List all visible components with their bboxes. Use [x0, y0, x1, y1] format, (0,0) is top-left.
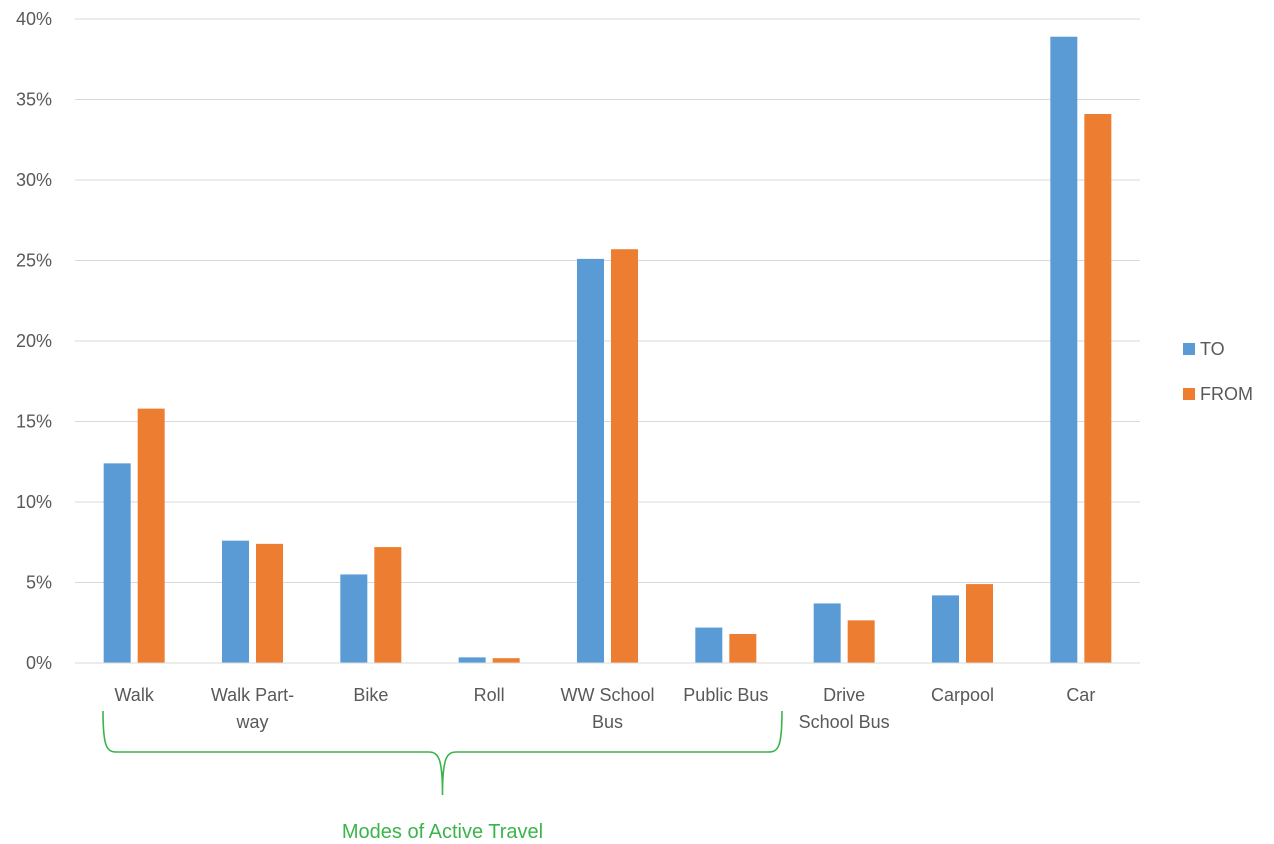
bar-from-4	[611, 249, 638, 664]
y-axis-ticks: 0% 5% 10% 15% 20% 25% 30% 35% 40%	[16, 9, 52, 673]
y-tick-label: 40%	[16, 9, 52, 29]
annotation-label: Modes of Active Travel	[342, 821, 543, 843]
bar-from-0	[137, 408, 165, 663]
legend-swatch-from	[1183, 388, 1195, 400]
x-category-label-line: Carpool	[931, 685, 994, 705]
bar-from-7	[966, 584, 993, 663]
y-tick-label: 5%	[26, 573, 52, 593]
y-tick-label: 25%	[16, 251, 52, 271]
bar-to-4	[577, 258, 604, 663]
bar-to-6	[813, 603, 841, 663]
x-category-label: WW School Bus	[560, 685, 654, 732]
x-category-label-line: Walk	[114, 685, 154, 705]
bar-to-2	[340, 574, 368, 663]
bar-from-6	[847, 620, 875, 663]
bar-from-1	[256, 543, 283, 663]
x-category-label-line: Walk Part-	[211, 685, 294, 705]
x-category-label-line: Car	[1066, 685, 1095, 705]
y-tick-label: 15%	[16, 412, 52, 432]
x-category-label-line: School Bus	[799, 712, 890, 732]
active-travel-annotation: Modes of Active Travel	[102, 710, 783, 843]
y-tick-label: 20%	[16, 331, 52, 351]
bar-from-3	[492, 658, 520, 663]
bars	[103, 36, 1112, 664]
bar-to-1	[222, 540, 249, 663]
bar-from-8	[1084, 113, 1112, 664]
bar-to-7	[932, 595, 959, 663]
x-category-label: Drive School Bus	[799, 685, 890, 732]
bar-from-5	[729, 634, 757, 663]
legend-label-to: TO	[1200, 339, 1225, 359]
bar-to-8	[1050, 36, 1078, 663]
x-category-label: Bike	[353, 685, 388, 705]
x-category-label-line: Public Bus	[683, 685, 768, 705]
legend: TO FROM	[1183, 339, 1253, 404]
x-category-label-line: Bike	[353, 685, 388, 705]
x-category-label-line: Bus	[592, 712, 623, 732]
bar-to-3	[458, 657, 486, 663]
bar-from-2	[374, 547, 402, 663]
y-tick-label: 10%	[16, 492, 52, 512]
legend-label-from: FROM	[1200, 384, 1253, 404]
x-category-label: Carpool	[931, 685, 994, 705]
x-category-label: Walk	[114, 685, 154, 705]
x-category-label-line: Roll	[474, 685, 505, 705]
curly-brace	[102, 710, 783, 796]
x-category-label: Walk Part-way	[211, 685, 294, 732]
y-tick-label: 0%	[26, 653, 52, 673]
x-category-label: Roll	[474, 685, 505, 705]
bar-to-5	[695, 627, 723, 663]
x-category-label: Public Bus	[683, 685, 768, 705]
x-category-label-line: WW School	[560, 685, 654, 705]
y-tick-label: 30%	[16, 170, 52, 190]
y-tick-label: 35%	[16, 90, 52, 110]
x-category-label: Car	[1066, 685, 1095, 705]
x-category-label-line: Drive	[823, 685, 865, 705]
legend-swatch-to	[1183, 343, 1195, 355]
gridlines	[75, 18, 1140, 583]
x-category-label-line: way	[235, 712, 268, 732]
bar-to-0	[103, 463, 131, 663]
x-axis-category-labels: Walk Walk Part-way Bike Roll WW School Bus Pub…	[114, 685, 1095, 732]
